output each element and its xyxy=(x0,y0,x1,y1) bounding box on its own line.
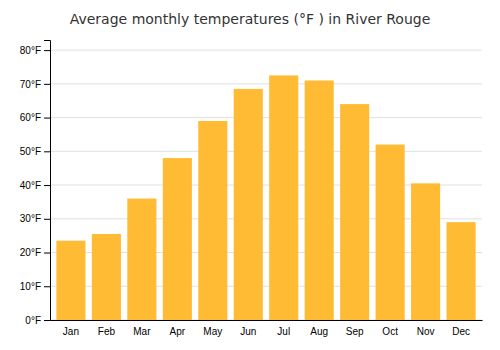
y-tick-label: 50°F xyxy=(20,146,41,157)
y-tick-label: 20°F xyxy=(20,247,41,258)
y-tick-label: 60°F xyxy=(20,112,41,123)
x-tick: May xyxy=(203,326,222,337)
x-tick: Sep xyxy=(346,326,364,337)
grid-line xyxy=(50,50,482,51)
x-tick: Oct xyxy=(382,326,398,337)
bar xyxy=(198,121,227,320)
bar xyxy=(234,89,263,320)
y-tick: 10°F xyxy=(20,281,50,292)
x-tick: Aug xyxy=(310,326,328,337)
bar xyxy=(305,80,334,320)
grid-line xyxy=(50,117,482,118)
x-tick: Jan xyxy=(63,326,79,337)
x-tick: Nov xyxy=(417,326,435,337)
y-tick: 40°F xyxy=(20,180,50,191)
y-tick-mark xyxy=(44,50,50,51)
y-tick-mark xyxy=(44,320,50,321)
x-tick-label: Nov xyxy=(417,326,435,337)
grid xyxy=(50,50,482,320)
y-tick-mark xyxy=(44,151,50,152)
bar xyxy=(269,75,298,320)
grid-line xyxy=(50,151,482,152)
x-axis: Jan Feb Mar Apr May Jun Jul Aug Sep Oct Nov Dec xyxy=(51,321,483,338)
x-tick: Apr xyxy=(170,326,186,337)
bar xyxy=(56,241,85,320)
y-tick-label: 70°F xyxy=(20,79,41,90)
bar xyxy=(92,234,121,320)
x-tick-label: Jul xyxy=(277,326,290,337)
y-axis-line xyxy=(44,41,51,321)
title: Average monthly temperatures (°F ) in Ri… xyxy=(70,11,431,27)
y-tick-label: 0°F xyxy=(25,315,41,326)
grid-line xyxy=(50,83,482,84)
x-tick-label: Jan xyxy=(63,326,79,337)
y-tick-mark xyxy=(44,118,50,119)
x-tick-label: Jun xyxy=(240,326,256,337)
bar xyxy=(447,222,476,320)
y-tick: 80°F xyxy=(20,45,50,56)
x-tick-label: Feb xyxy=(98,326,116,337)
y-tick: 60°F xyxy=(20,112,50,123)
x-tick: Jun xyxy=(240,326,256,337)
bar xyxy=(340,104,369,320)
x-tick-label: May xyxy=(203,326,222,337)
y-tick-mark xyxy=(44,219,50,220)
x-tick-label: Apr xyxy=(170,326,186,337)
y-tick: 70°F xyxy=(20,79,50,90)
x-tick: Mar xyxy=(133,326,151,337)
y-tick-label: 30°F xyxy=(20,213,41,224)
x-tick: Jul xyxy=(277,326,290,337)
y-tick-label: 80°F xyxy=(20,45,41,56)
y-tick-label: 40°F xyxy=(20,180,41,191)
x-tick-label: Sep xyxy=(346,326,364,337)
y-tick-mark xyxy=(44,286,50,287)
chart: Average monthly temperatures (°F ) in Ri… xyxy=(0,0,500,350)
chart-container: Average monthly temperatures (°F ) in Ri… xyxy=(0,0,500,350)
bar xyxy=(376,145,405,320)
y-tick: 0°F xyxy=(25,315,50,326)
plot: 0°F 10°F 20°F 30°F 40°F 50°F 60°F 70°F 80°F Jan Fe… xyxy=(20,41,483,338)
x-tick-label: Dec xyxy=(452,326,470,337)
x-axis-line xyxy=(51,320,483,321)
bars xyxy=(56,75,475,320)
bar xyxy=(163,158,192,320)
x-tick-label: Aug xyxy=(310,326,328,337)
y-tick: 50°F xyxy=(20,146,50,157)
y-tick-mark xyxy=(44,253,50,254)
x-tick-label: Mar xyxy=(133,326,151,337)
y-axis: 0°F 10°F 20°F 30°F 40°F 50°F 60°F 70°F 80°F xyxy=(20,41,51,326)
y-tick: 30°F xyxy=(20,213,50,224)
x-tick: Feb xyxy=(98,326,116,337)
x-tick: Dec xyxy=(452,326,470,337)
y-tick: 20°F xyxy=(20,247,50,258)
bar xyxy=(411,183,440,320)
bar xyxy=(127,199,156,320)
y-tick-mark xyxy=(44,185,50,186)
y-tick-mark xyxy=(44,84,50,85)
x-tick-label: Oct xyxy=(382,326,398,337)
y-tick-label: 10°F xyxy=(20,281,41,292)
